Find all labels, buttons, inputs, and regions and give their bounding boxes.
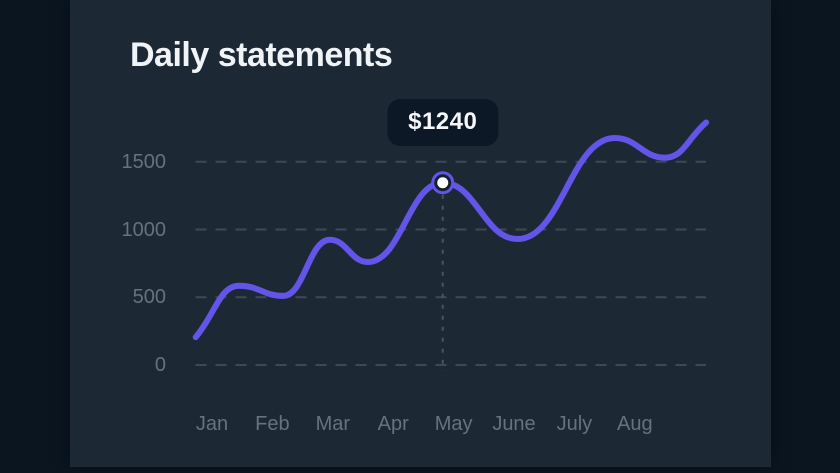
tooltip: $1240 (387, 98, 499, 146)
y-tick-label: 500 (132, 286, 166, 309)
x-month-label: Jan (195, 413, 229, 435)
data-point-marker[interactable] (431, 171, 455, 195)
line-series-path (192, 119, 710, 341)
x-month-label: May (434, 413, 473, 435)
x-month-label: July (556, 413, 593, 435)
x-month-label: June (492, 413, 536, 435)
marker-core-dot (437, 177, 449, 189)
chart-card (70, 0, 771, 467)
x-month-label: Aug (617, 413, 653, 435)
x-month-label: Feb (255, 413, 290, 435)
y-tick-label: 1500 (121, 150, 167, 173)
tooltip-value: $1240 (408, 108, 478, 136)
x-month-label: Apr (377, 413, 409, 435)
x-month-label: Mar (315, 413, 351, 435)
y-tick-label: 1000 (121, 218, 167, 241)
page-title: Daily statements (130, 36, 393, 74)
gridlines (195, 160, 706, 366)
y-tick-label: 0 (154, 354, 166, 376)
